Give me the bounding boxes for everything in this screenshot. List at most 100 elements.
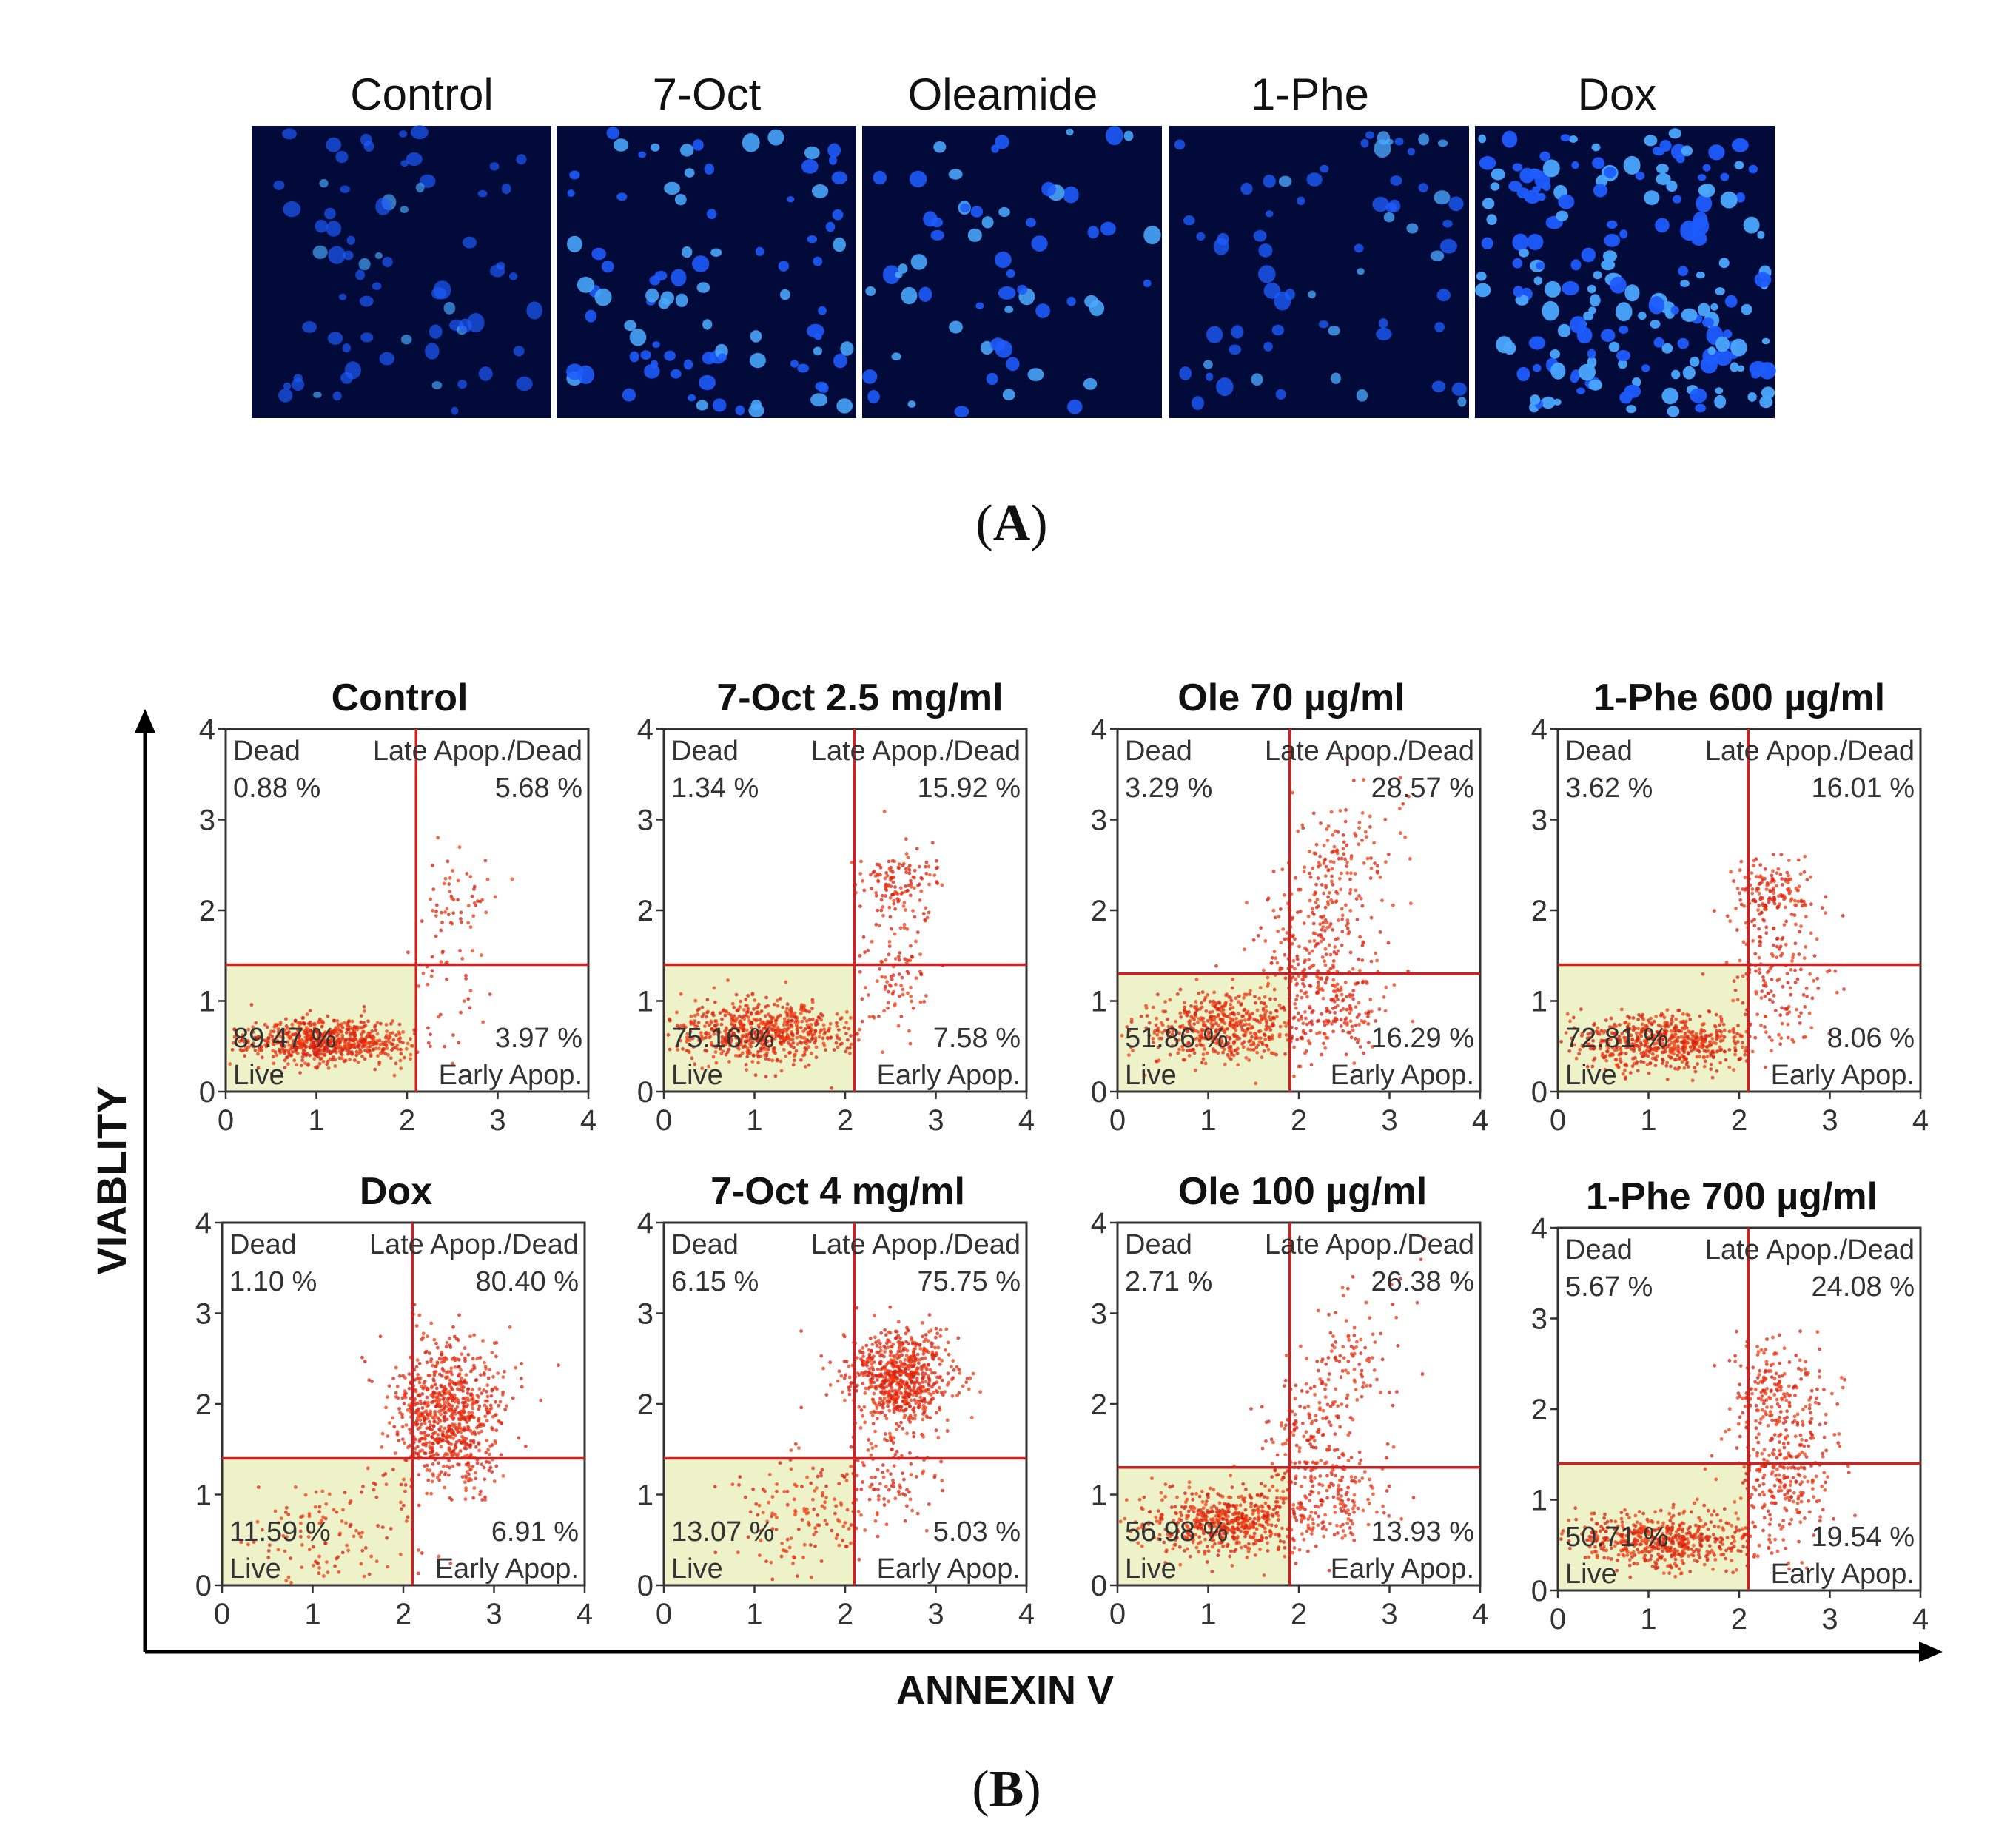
event-dot bbox=[375, 1021, 380, 1025]
event-dot bbox=[1319, 915, 1323, 919]
event-dot bbox=[840, 1041, 844, 1046]
cell-nucleus bbox=[1002, 389, 1015, 401]
cell-nucleus bbox=[1431, 380, 1446, 392]
event-dot bbox=[1257, 1029, 1261, 1034]
cell-nucleus bbox=[891, 352, 901, 361]
cell-nucleus bbox=[1406, 223, 1419, 234]
event-dot bbox=[1335, 851, 1340, 856]
event-dot bbox=[423, 1437, 427, 1441]
event-dot bbox=[426, 1478, 431, 1482]
event-dot bbox=[784, 1007, 789, 1011]
event-dot bbox=[1808, 972, 1812, 976]
event-dot bbox=[899, 1015, 904, 1018]
event-dot bbox=[1772, 943, 1775, 947]
cell-nucleus bbox=[1539, 151, 1550, 161]
event-dot bbox=[477, 1387, 482, 1391]
event-dot bbox=[1341, 833, 1345, 837]
event-dot bbox=[474, 1378, 478, 1382]
cell-nucleus bbox=[1562, 281, 1579, 295]
event-dot bbox=[431, 1377, 436, 1381]
plot-title: Dox bbox=[360, 1170, 432, 1213]
event-dot bbox=[391, 1468, 395, 1471]
event-dot bbox=[432, 1337, 437, 1342]
event-dot bbox=[231, 1041, 235, 1045]
event-dot bbox=[1232, 1034, 1237, 1038]
event-dot bbox=[1348, 909, 1353, 913]
event-dot bbox=[712, 986, 716, 990]
event-dot bbox=[331, 1049, 335, 1053]
cell-nucleus bbox=[1677, 337, 1689, 349]
event-dot bbox=[1331, 1029, 1335, 1034]
event-dot bbox=[297, 1035, 301, 1039]
cell-nucleus bbox=[1297, 196, 1305, 205]
event-dot bbox=[483, 1403, 487, 1408]
event-dot bbox=[1788, 890, 1792, 893]
event-dot bbox=[1274, 956, 1277, 961]
event-dot bbox=[907, 1029, 911, 1033]
event-dot bbox=[862, 888, 867, 893]
event-dot bbox=[394, 1394, 398, 1399]
event-dot bbox=[1662, 1015, 1667, 1020]
event-dot bbox=[380, 1445, 384, 1449]
event-dot bbox=[690, 1036, 695, 1041]
event-dot bbox=[795, 1035, 799, 1040]
event-dot bbox=[1796, 899, 1801, 904]
cell-nucleus bbox=[273, 180, 285, 190]
event-dot bbox=[774, 1018, 778, 1022]
event-dot bbox=[450, 921, 454, 926]
x-tick-label: 2 bbox=[1291, 1104, 1307, 1137]
event-dot bbox=[315, 1047, 319, 1052]
event-dot bbox=[1312, 851, 1317, 856]
event-dot bbox=[1151, 1005, 1155, 1009]
event-dot bbox=[760, 1032, 764, 1036]
event-dot bbox=[893, 932, 897, 936]
cell-nucleus bbox=[629, 329, 647, 346]
event-dot bbox=[1308, 850, 1311, 853]
event-dot bbox=[897, 866, 901, 870]
event-dot bbox=[464, 1462, 468, 1467]
event-dot bbox=[408, 1444, 411, 1448]
cell-nucleus bbox=[960, 203, 970, 212]
event-dot bbox=[432, 1419, 436, 1424]
event-dot bbox=[1309, 1063, 1314, 1066]
event-dot bbox=[1728, 919, 1733, 924]
cell-nucleus bbox=[1217, 232, 1229, 246]
event-dot bbox=[1285, 931, 1289, 935]
event-dot bbox=[1392, 983, 1397, 987]
x-axis-title: ANNEXIN V bbox=[896, 1668, 1114, 1713]
event-dot bbox=[1793, 941, 1798, 946]
event-dot bbox=[814, 1045, 819, 1049]
event-dot bbox=[1240, 1014, 1244, 1018]
event-dot bbox=[407, 1372, 411, 1377]
event-dot bbox=[398, 1411, 402, 1415]
cell-nucleus bbox=[425, 343, 440, 360]
event-dot bbox=[1781, 984, 1785, 989]
event-dot bbox=[452, 1396, 457, 1400]
event-dot bbox=[1619, 1060, 1623, 1064]
event-dot bbox=[460, 1376, 463, 1380]
event-dot bbox=[746, 994, 750, 998]
event-dot bbox=[1382, 995, 1386, 999]
event-dot bbox=[1776, 867, 1781, 871]
event-dot bbox=[1357, 1012, 1361, 1017]
event-dot bbox=[272, 1029, 276, 1034]
event-dot bbox=[334, 1030, 337, 1034]
event-dot bbox=[451, 869, 455, 873]
event-dot bbox=[1349, 871, 1353, 876]
event-dot bbox=[1344, 903, 1348, 907]
event-dot bbox=[1324, 874, 1328, 878]
event-dot bbox=[705, 1032, 709, 1037]
quadrant-label-late: Late Apop./Dead bbox=[1265, 736, 1474, 767]
event-dot bbox=[1345, 860, 1349, 864]
event-dot bbox=[1735, 928, 1739, 932]
event-dot bbox=[1789, 992, 1793, 997]
event-dot bbox=[1234, 1028, 1238, 1032]
event-dot bbox=[1670, 1014, 1675, 1018]
event-dot bbox=[1718, 1023, 1722, 1027]
event-dot bbox=[869, 873, 873, 877]
event-dot bbox=[1673, 1040, 1677, 1044]
event-dot bbox=[459, 1010, 463, 1015]
event-dot bbox=[736, 1007, 741, 1012]
event-dot bbox=[463, 1356, 467, 1360]
